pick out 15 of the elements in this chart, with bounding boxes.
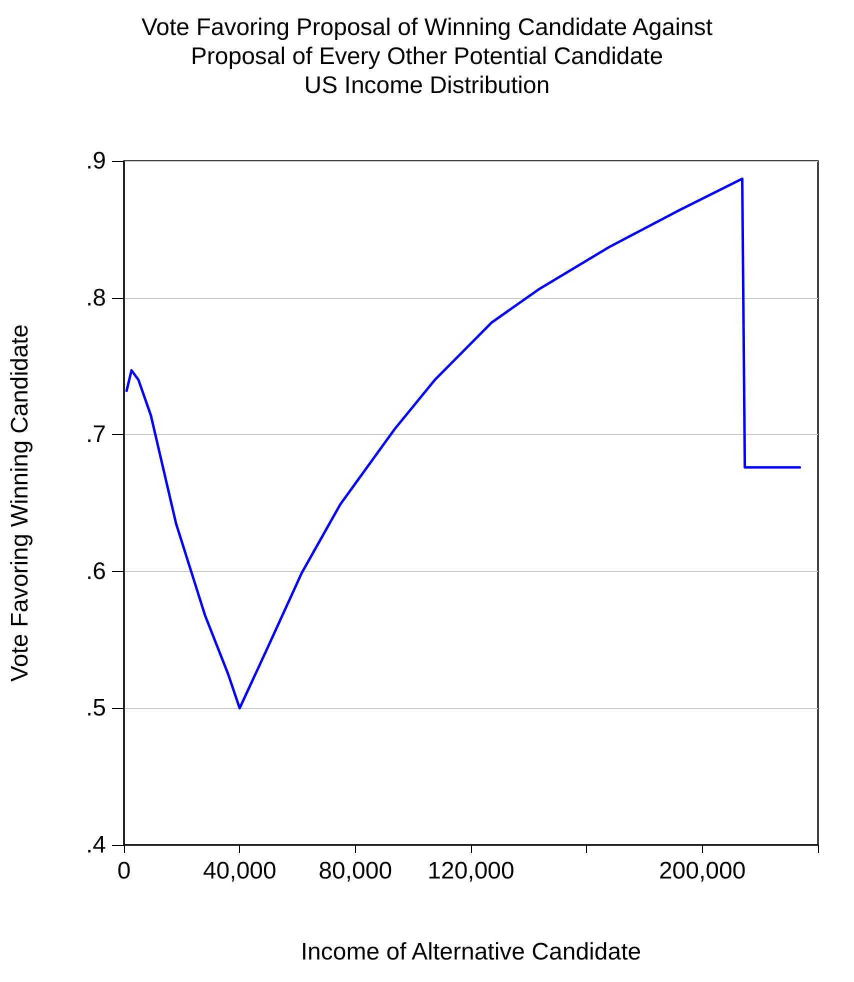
x-tick-label: 0 [117,858,131,884]
x-tick-label: 40,000 [202,858,276,884]
x-tick-label: 200,000 [658,858,746,884]
y-tick-label: .6 [86,558,106,585]
y-tick-label: .9 [86,148,106,174]
y-tick-label: .4 [86,832,106,858]
y-tick-label: .5 [86,694,106,722]
y-tick-label: .8 [86,284,106,312]
x-tick-label: 120,000 [428,858,514,884]
x-axis-title: Income of Alternative Candidate [300,938,642,966]
chart-title: Vote Favoring Proposal of Winning Candidate Against Proposal of Every Other Potential Candidate US Income Distribution [141,14,713,99]
line-series [125,178,802,710]
y-tick-label: .7 [86,421,106,448]
x-tick-label: 80,000 [318,858,392,884]
y-axis-title: Vote Favoring Winning Candidate [6,324,34,682]
